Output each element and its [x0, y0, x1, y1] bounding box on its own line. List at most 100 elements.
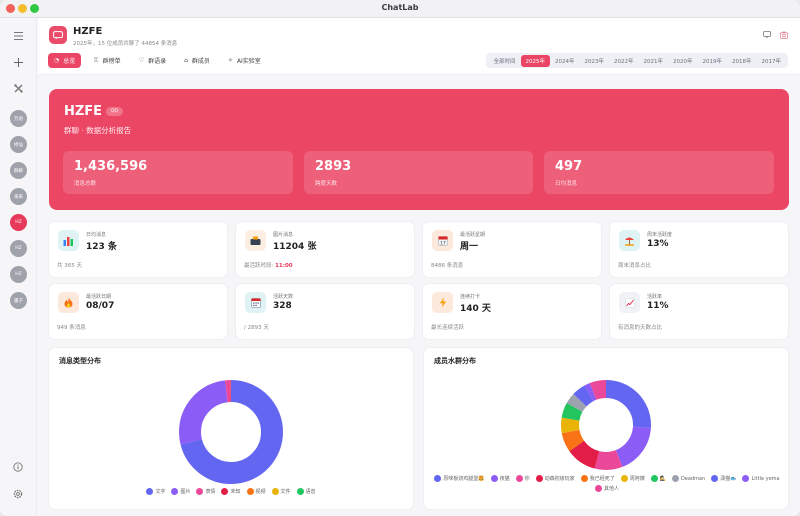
camera-icon[interactable]	[779, 30, 789, 40]
chat-avatar[interactable]: 修仙	[10, 136, 27, 153]
fire-icon	[58, 292, 79, 313]
legend-dot-icon	[271, 488, 279, 495]
legend-dot-icon	[434, 475, 442, 482]
group-name: HZFE	[73, 26, 103, 37]
legend-item[interactable]: 夜猫	[490, 475, 510, 482]
donut-segment[interactable]	[561, 380, 651, 470]
platform-badge: QQ	[106, 107, 124, 116]
legend-item[interactable]: 潇猫🐟	[711, 475, 736, 482]
calendar-days-icon	[245, 292, 266, 313]
hero-stat-span-days: 2893 跨度天数	[304, 151, 533, 194]
donut-segment[interactable]	[561, 380, 651, 470]
legend-dot-icon	[221, 488, 229, 495]
legend-label: 你	[524, 476, 530, 482]
legend-item[interactable]: 文件	[271, 488, 291, 495]
legend-item[interactable]: Deadman	[671, 475, 706, 482]
year-2021[interactable]: 2021年	[643, 58, 664, 65]
legend-label: 🕵	[659, 475, 666, 482]
legend-item[interactable]: 原味板烧鸡腿堡🍔	[434, 475, 485, 482]
chat-avatar[interactable]: 骡子	[10, 292, 27, 309]
hero-stat-daily-avg: 497 日均消息	[544, 151, 774, 194]
legend-item[interactable]: Little yema	[742, 475, 780, 482]
legend-item[interactable]: 表情	[196, 488, 215, 495]
chart-legend: 原味板烧鸡腿堡🍔 夜猫 你 动森初级玩家 我已经死了 周阿姨 🕵 Deadman 潇猫🐟 Litt…	[432, 475, 782, 492]
legend-label: Little yema	[751, 475, 780, 482]
legend-label: 原味板烧鸡腿堡🍔	[443, 476, 485, 482]
legend-dot-icon	[620, 475, 628, 482]
donut-segment[interactable]	[179, 380, 283, 484]
legend-dot-icon	[671, 475, 679, 482]
pie-chart-icon: ◔	[54, 57, 60, 64]
year-all[interactable]: 全部时间	[493, 58, 516, 65]
donut-segment[interactable]	[561, 380, 651, 470]
chat-avatar[interactable]: 群聊	[10, 162, 27, 179]
legend-item[interactable]: 动森初级玩家	[535, 475, 575, 482]
tab-leaderboard[interactable]: ♖ 群榜单	[93, 57, 121, 65]
year-2019[interactable]: 2019年	[702, 58, 723, 65]
main-content: HZFE 2025年，15 位成员共聊了 44854 条消息 ◔ 总览 ♖ 群榜…	[38, 18, 800, 516]
chat-avatar[interactable]: 来来	[10, 188, 27, 205]
year-filter: 全部时间 2025年 2024年 2023年 2022年 2021年 2020年…	[486, 53, 788, 68]
calendar-icon: 17	[432, 230, 453, 251]
legend-item[interactable]: 其他人	[594, 485, 619, 492]
close-window-button[interactable]	[6, 4, 15, 13]
tab-ai-lab[interactable]: ✧ AI实验室	[227, 57, 261, 65]
info-icon[interactable]	[9, 458, 27, 476]
message-type-donut[interactable]	[179, 380, 283, 484]
legend-dot-icon	[146, 488, 154, 495]
stat-card-most-active-weekday: 17 最活跃星期 周一 8486 条消息	[423, 222, 601, 277]
plus-icon[interactable]	[9, 53, 27, 71]
legend-label: Deadman	[680, 475, 706, 482]
tools-icon[interactable]	[9, 79, 27, 97]
legend-dot-icon	[296, 488, 304, 495]
tab-members[interactable]: ⌂ 群成员	[184, 57, 210, 65]
chat-bubble-icon[interactable]	[762, 30, 772, 40]
legend-item[interactable]: 🕵	[650, 475, 666, 482]
title-bar: ChatLab	[0, 0, 800, 18]
tab-overview[interactable]: ◔ 总览	[48, 53, 82, 68]
year-2024[interactable]: 2024年	[555, 58, 575, 65]
year-2025[interactable]: 2025年	[520, 54, 550, 67]
minimize-window-button[interactable]	[18, 4, 27, 13]
member-distribution-chart-card: 成员水群分布 原味板烧鸡腿堡🍔 夜猫 你 动森初级玩家 我已经死了 周阿姨 🕵 Deadman…	[424, 348, 788, 509]
legend-item[interactable]: 你	[515, 475, 530, 482]
sidebar: 咒语 修仙 群聊 来来 HZ HZ HZ 骡子	[0, 18, 37, 516]
beach-umbrella-icon	[619, 230, 640, 251]
legend-label: 图片	[180, 489, 191, 495]
legend-dot-icon	[650, 475, 658, 482]
tab-quotes[interactable]: ♡ 群语录	[138, 57, 167, 65]
legend-label: 其他人	[603, 486, 619, 492]
chat-avatar[interactable]: HZ	[10, 266, 27, 283]
chat-avatar[interactable]: HZ	[10, 240, 27, 257]
legend-item[interactable]: 我已经死了	[580, 475, 615, 482]
legend-dot-icon	[535, 475, 543, 482]
legend-item[interactable]: 未知	[221, 488, 241, 495]
settings-icon[interactable]	[9, 485, 27, 503]
legend-item[interactable]: 图片	[171, 488, 190, 495]
year-2018[interactable]: 2018年	[732, 58, 752, 65]
legend-dot-icon	[515, 475, 523, 482]
year-2020[interactable]: 2020年	[673, 58, 693, 65]
menu-icon[interactable]	[9, 27, 27, 45]
legend-item[interactable]: 文字	[146, 488, 165, 495]
year-2023[interactable]: 2023年	[584, 58, 605, 65]
page-header: HZFE 2025年，15 位成员共聊了 44854 条消息 ◔ 总览 ♖ 群榜…	[38, 18, 800, 75]
legend-dot-icon	[490, 475, 498, 482]
legend-label: 潇猫🐟	[720, 476, 737, 482]
sparkle-icon: ✧	[227, 57, 233, 64]
chat-avatar[interactable]: 咒语	[10, 110, 27, 127]
legend-item[interactable]: 周阿姨	[620, 475, 645, 482]
legend-label: 周阿姨	[629, 476, 645, 482]
legend-label: 语音	[305, 489, 316, 495]
year-2017[interactable]: 2017年	[761, 58, 782, 65]
maximize-window-button[interactable]	[30, 4, 39, 13]
donut-segment[interactable]	[179, 380, 283, 484]
stat-card-activity-rate: 活跃率 11% 有消息的天数占比	[610, 284, 788, 339]
year-2022[interactable]: 2022年	[614, 58, 634, 65]
legend-item[interactable]: 语音	[296, 488, 316, 495]
bar-chart-icon	[58, 230, 79, 251]
chat-avatar-active[interactable]: HZ	[10, 214, 27, 231]
member-distribution-donut[interactable]	[561, 380, 651, 470]
legend-item[interactable]: 视频	[246, 488, 266, 495]
